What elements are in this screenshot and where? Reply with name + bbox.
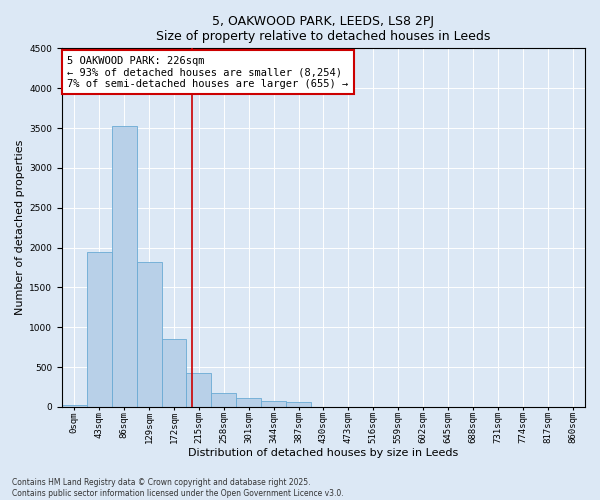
Bar <box>137 262 161 407</box>
Text: 5 OAKWOOD PARK: 226sqm
← 93% of detached houses are smaller (8,254)
7% of semi-d: 5 OAKWOOD PARK: 226sqm ← 93% of detached… <box>67 56 349 88</box>
Title: 5, OAKWOOD PARK, LEEDS, LS8 2PJ
Size of property relative to detached houses in : 5, OAKWOOD PARK, LEEDS, LS8 2PJ Size of … <box>156 15 491 43</box>
Bar <box>236 398 261 407</box>
Bar <box>62 404 87 407</box>
X-axis label: Distribution of detached houses by size in Leeds: Distribution of detached houses by size … <box>188 448 458 458</box>
Bar <box>187 372 211 407</box>
Y-axis label: Number of detached properties: Number of detached properties <box>15 140 25 316</box>
Bar <box>87 252 112 407</box>
Bar <box>161 339 187 407</box>
Bar <box>211 394 236 407</box>
Bar <box>261 400 286 407</box>
Text: Contains HM Land Registry data © Crown copyright and database right 2025.
Contai: Contains HM Land Registry data © Crown c… <box>12 478 344 498</box>
Bar <box>286 402 311 407</box>
Bar <box>112 126 137 407</box>
